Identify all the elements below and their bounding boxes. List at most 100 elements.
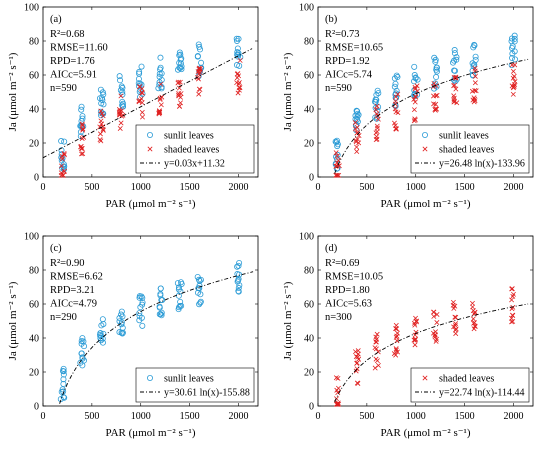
legend-label: sunlit leaves [439,131,489,142]
legend-fit-label: y=0.03x+11.32 [164,159,225,170]
shaded-point [413,315,419,321]
sunlit-point [470,44,477,51]
sunlit-point [120,100,127,107]
legend: shaded leaves y=22.74 ln(x)-114.44 [410,367,530,403]
shaded-point [78,143,84,149]
shaded-point [453,321,459,327]
sunlit-point [158,312,165,319]
shaded-point [434,311,440,317]
sunlit-point [412,74,419,81]
shaded-point [79,121,85,127]
shaded-point [511,73,517,79]
sunlit-point [177,279,184,286]
shaded-point [355,381,361,387]
sunlit-point [156,73,163,80]
sunlit-point [100,91,107,98]
plot-frame [42,235,259,407]
x-tick-label: 1000 [406,182,426,193]
legend: sunlit leaves y=30.61 ln(x)-155.88 [135,367,255,403]
shaded-point [117,125,123,131]
stat-line: RMSE=10.05 [325,272,383,283]
legend-circle-marker [421,131,428,138]
shaded-point [374,103,380,109]
sunlit-point [176,52,183,59]
y-tick-label: 60 [304,71,314,82]
plot-frame [317,6,534,178]
shaded-point [374,136,380,142]
sunlit-point [157,311,164,318]
shaded-point [59,163,64,169]
sunlit-point [234,278,241,285]
sunlit-point [60,376,67,383]
y-tick-label: 0 [34,402,39,413]
sunlit-point [235,262,242,269]
shaded-point [510,91,516,97]
sunlit-point [354,118,361,125]
shaded-point [235,90,241,96]
sunlit-point [175,284,182,291]
shaded-point [373,336,379,342]
shaded-point [139,90,145,96]
shaded-point [510,68,516,74]
y-tick-label: 0 [34,173,39,184]
y-tick-label: 40 [29,105,39,116]
shaded-point [414,83,420,89]
shaded-point [333,150,339,156]
shaded-point [354,360,360,366]
shaded-point [335,390,341,396]
shaded-point [374,331,380,337]
shaded-point [432,106,438,112]
sunlit-point [138,314,145,321]
shaded-point [140,114,145,120]
shaded-point [470,304,476,310]
shaded-point [79,136,85,141]
stat-line: R²=0.73 [325,29,359,40]
sunlit-point [236,62,243,69]
sunlit-point [433,64,440,71]
x-tick-label: 0 [41,411,46,422]
sunlit-point [394,74,401,81]
y-tick-label: 100 [24,232,39,243]
sunlit-point [194,289,201,296]
shaded-point [413,318,419,324]
shaded-point [451,93,457,99]
shaded-point [196,91,202,97]
shaded-point [453,331,459,337]
x-tick-label: 500 [84,411,99,422]
shaded-point [373,107,379,113]
sunlit-point [392,80,399,87]
shaded-point [453,74,459,80]
shaded-point [394,333,400,339]
stat-line: RPD=1.92 [325,56,370,67]
x-tick-label: 1500 [180,411,200,422]
shaded-point [354,149,360,155]
shaded-point [98,108,104,114]
shaded-point [159,94,165,100]
shaded-point [412,99,418,105]
sunlit-point [234,271,241,278]
sunlit-point [60,371,67,378]
stat-line: RMSE=10.65 [325,43,383,54]
shaded-point [157,97,163,103]
sunlit-point [138,63,145,70]
shaded-point [100,127,106,133]
shaded-point [99,111,105,117]
sunlit-point [175,286,182,293]
shaded-point [453,86,459,92]
shaded-point [509,315,515,321]
stat-line: AICc=5.74 [325,70,373,81]
stat-line: RPD=3.21 [50,285,95,296]
shaded-point [472,73,478,79]
sunlit-point [118,319,125,326]
sunlit-point [372,114,379,121]
shaded-point [234,75,240,81]
shaded-point [80,126,86,132]
stat-line: RPD=1.80 [325,285,370,296]
shaded-point [395,91,401,97]
shaded-point [434,92,440,98]
shaded-point [373,346,379,352]
sunlit-point [451,57,458,64]
x-tick-label: 2000 [503,182,523,193]
shaded-point [139,109,145,115]
